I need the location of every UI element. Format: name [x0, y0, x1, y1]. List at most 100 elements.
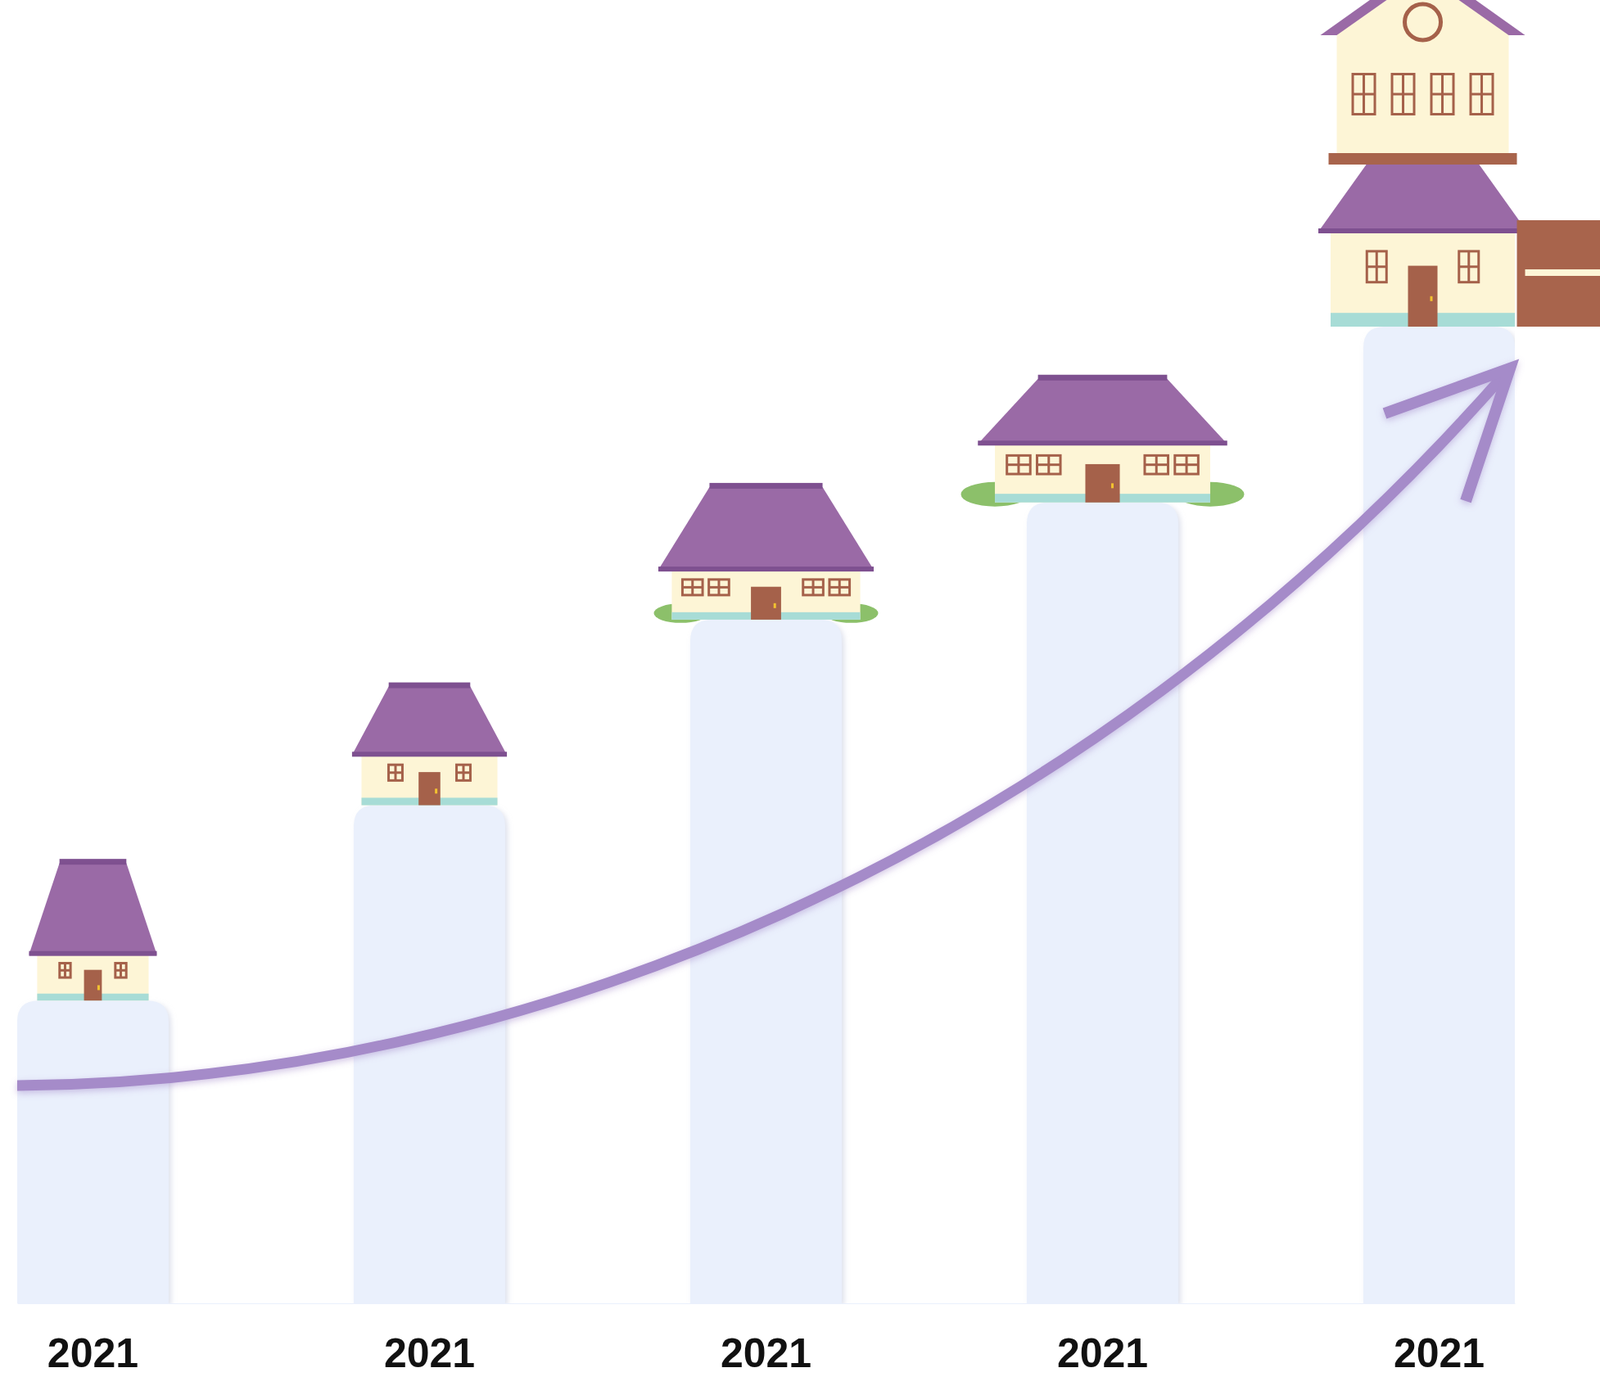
door	[1408, 266, 1438, 327]
house	[352, 682, 507, 806]
window-pane	[840, 580, 849, 587]
door	[750, 587, 782, 620]
roof-ridge	[59, 858, 127, 865]
roof	[352, 687, 507, 756]
window-pane	[1393, 75, 1403, 94]
window-frame	[1173, 454, 1200, 476]
window-pane	[1393, 95, 1403, 114]
window-pane	[1175, 465, 1185, 473]
roof	[28, 863, 157, 955]
window-pane	[840, 588, 849, 595]
window-pane	[60, 964, 64, 970]
porch	[1517, 220, 1600, 327]
window-pane	[1472, 75, 1482, 94]
door-knob	[97, 985, 100, 990]
window-pane	[1354, 75, 1364, 94]
window-pane	[60, 971, 64, 977]
window-pane	[1354, 95, 1364, 114]
window-pane	[709, 580, 718, 587]
tick: 2021	[720, 1303, 812, 1377]
tick-label: 2021	[47, 1330, 139, 1377]
window-frame	[1457, 249, 1480, 284]
house-wall	[36, 951, 149, 1001]
window-pane	[1157, 456, 1167, 464]
window-pane	[1019, 456, 1029, 464]
x-axis: 2021 2021 2021 2021 2021	[18, 1303, 1516, 1377]
window-pane	[1007, 465, 1017, 473]
window-pane	[464, 773, 469, 780]
window-pane	[804, 580, 812, 587]
window-pane	[814, 588, 823, 595]
window-pane	[1019, 465, 1029, 473]
window-frame	[1365, 249, 1388, 284]
window-pane	[116, 971, 120, 977]
arrow-head	[1384, 368, 1510, 502]
tick-label: 2021	[1057, 1330, 1149, 1377]
bar	[17, 1000, 169, 1304]
bars	[17, 326, 1515, 1304]
window-frame	[1351, 72, 1377, 116]
tick-label: 2021	[384, 1330, 475, 1377]
roof-edge	[352, 751, 507, 757]
window-pane	[1007, 456, 1017, 464]
window-pane	[1378, 252, 1386, 266]
window-pane	[1368, 267, 1376, 281]
window-pane	[1038, 456, 1048, 464]
window-frame	[1005, 454, 1032, 476]
window-frame	[1469, 72, 1495, 116]
round-window	[1405, 4, 1442, 41]
window-frame	[387, 763, 404, 782]
bar	[1026, 502, 1179, 1304]
house-wall	[1330, 228, 1515, 327]
window-pane	[1459, 267, 1468, 281]
house	[28, 858, 157, 1001]
tick: 2021	[1057, 1303, 1149, 1377]
window-pane	[464, 766, 469, 773]
window-frame	[1430, 72, 1456, 116]
house-wall	[361, 751, 498, 805]
window-frame	[1035, 454, 1063, 476]
roof	[1318, 162, 1528, 232]
roof-ridge	[709, 483, 823, 489]
house-wall	[994, 440, 1211, 503]
window-pane	[389, 773, 394, 780]
window-pane	[1364, 95, 1375, 114]
roof	[977, 379, 1227, 445]
window-pane	[122, 971, 126, 977]
door	[418, 772, 441, 805]
tick-label: 2021	[1393, 1330, 1485, 1377]
window-pane	[683, 588, 692, 595]
window-pane	[116, 964, 120, 970]
window-pane	[1157, 465, 1167, 473]
window-frame	[113, 962, 127, 980]
window-pane	[1432, 75, 1442, 94]
window-pane	[457, 773, 462, 780]
roof-edge	[1318, 228, 1528, 234]
window-pane	[1459, 252, 1468, 266]
arrow-curve	[17, 370, 1509, 1086]
bar	[1363, 326, 1515, 1304]
window-pane	[1188, 465, 1198, 473]
window-pane	[66, 971, 70, 977]
window-pane	[1482, 95, 1492, 114]
window-pane	[804, 588, 812, 595]
window-pane	[683, 580, 692, 587]
window-pane	[719, 580, 728, 587]
window-frame	[827, 578, 851, 597]
window-pane	[1145, 456, 1155, 464]
bar	[690, 619, 842, 1304]
houses	[28, 0, 1600, 1001]
window-pane	[693, 580, 701, 587]
roof-edge	[28, 951, 157, 957]
window-pane	[830, 588, 838, 595]
window-frame	[1391, 72, 1416, 116]
bar	[353, 805, 506, 1304]
roof	[658, 487, 874, 570]
window-frame	[707, 578, 731, 597]
window-pane	[1364, 75, 1375, 94]
window-pane	[709, 588, 718, 595]
window-pane	[719, 588, 728, 595]
window-pane	[457, 766, 462, 773]
window-pane	[1443, 75, 1453, 94]
window-frame	[455, 763, 472, 782]
